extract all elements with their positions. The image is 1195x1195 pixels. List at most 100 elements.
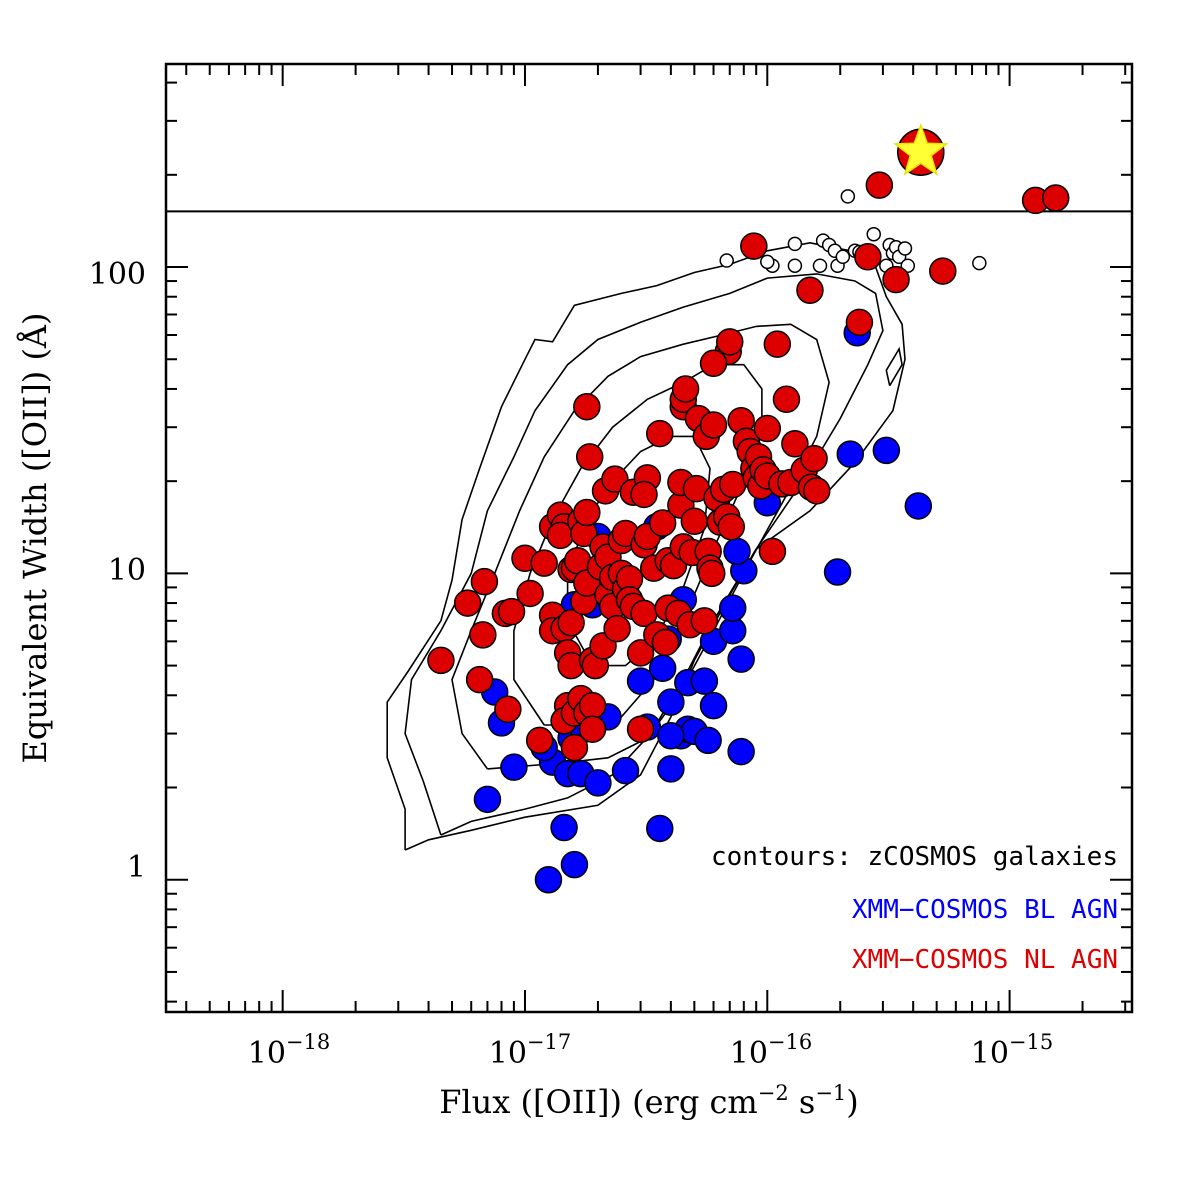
y-tick-labels: 1 10 100	[89, 257, 146, 885]
nl-agn-point	[772, 385, 801, 414]
y-tick-label: 1	[127, 850, 146, 885]
nl-agn-point	[740, 232, 768, 260]
bl-agn-point	[611, 756, 640, 785]
x-tick-label: 10−16	[730, 1030, 813, 1071]
nl-agn-point	[646, 419, 674, 448]
bl-agn-point	[872, 436, 901, 465]
x-tick-label: 10−18	[248, 1030, 331, 1071]
open-circle-point	[787, 258, 803, 273]
legend-contours: contours: zCOSMOS galaxies	[711, 842, 1118, 872]
legend-bl-agn: XMM−COSMOS BL AGN	[852, 895, 1118, 925]
nl-agn-point	[470, 567, 499, 596]
bl-agn-point	[904, 492, 933, 520]
nl-agn-point	[699, 411, 728, 439]
open-circle-point	[840, 189, 856, 204]
open-circle-point	[866, 226, 881, 242]
nl-agn-point	[699, 349, 728, 378]
star-icon	[892, 122, 949, 176]
y-tick-label: 100	[89, 257, 146, 292]
bl-agn-point	[646, 814, 674, 843]
nl-agn-point	[882, 265, 910, 294]
nl-agn-point	[575, 443, 604, 471]
nl-agn-point	[578, 715, 607, 743]
nl-agn-point	[557, 608, 585, 637]
bl-agn-point	[550, 813, 578, 842]
open-circle-point	[787, 236, 803, 252]
bl-agn-point	[836, 440, 865, 468]
bl-agn-point	[727, 737, 755, 766]
nl-agn-point	[865, 171, 894, 199]
nl-agn-point	[690, 607, 719, 635]
nl-agn-point	[530, 549, 558, 577]
open-circle-point	[760, 254, 775, 270]
nl-agn-point	[648, 509, 677, 537]
nl-agn-point	[516, 579, 544, 608]
open-circle-point	[972, 255, 987, 271]
x-tick-labels: 10−18 10−17 10−16 10−15	[248, 1030, 1054, 1071]
nl-agn-point	[716, 328, 744, 356]
bl-agn-point	[473, 785, 502, 814]
nl-agn-point	[763, 330, 792, 358]
bl-agn-point	[500, 753, 528, 781]
bl-agn-point	[626, 667, 655, 695]
bl-agn-point	[534, 865, 563, 894]
nl-agn-point	[651, 628, 680, 657]
nl-agn-point	[497, 597, 526, 626]
bl-agn-point	[657, 688, 685, 716]
x-tick-label: 10−17	[489, 1030, 572, 1071]
nl-agn-point	[800, 444, 828, 473]
y-tick-label: 10	[108, 553, 146, 588]
nl-agn-point	[465, 665, 494, 694]
x-tick-label: 10−15	[971, 1030, 1054, 1071]
nl-agn-point	[698, 559, 726, 588]
nl-agn-point	[717, 512, 745, 541]
nl-agn-point	[753, 414, 782, 443]
bl-agn-point	[657, 722, 685, 750]
bl-agn-point	[823, 558, 852, 586]
bl-agn-point	[718, 594, 747, 622]
nl-agn-point	[626, 639, 655, 667]
plot-frame	[164, 62, 1134, 1014]
nl-agn-point	[560, 733, 589, 762]
nl-agn-point	[758, 537, 787, 566]
bl-agn-point	[690, 667, 719, 695]
nl-agn-point	[854, 243, 882, 271]
bl-agn-point	[584, 769, 612, 797]
bl-agn-point	[648, 654, 677, 683]
nl-agn-point	[573, 392, 601, 421]
data-points	[427, 122, 1070, 894]
nl-agn-point	[453, 589, 482, 617]
nl-agn-point	[802, 477, 831, 505]
nl-agn-point	[781, 429, 809, 458]
nl-agn-point	[626, 715, 655, 743]
bl-agn-point	[723, 537, 751, 566]
y-axis-title: Equivalent Width ([OII]) (Å)	[16, 312, 54, 763]
axis-ticks	[166, 64, 1132, 1012]
nl-agn-point	[603, 614, 631, 643]
nl-agn-point	[494, 695, 522, 724]
legend-nl-agn: XMM−COSMOS NL AGN	[852, 945, 1118, 975]
bl-agn-point	[657, 755, 685, 783]
nl-agn-point	[796, 276, 824, 304]
nl-agn-point	[845, 308, 874, 337]
nl-agn-point	[630, 480, 658, 509]
nl-agn-point	[1041, 184, 1070, 212]
bl-agn-point	[727, 645, 755, 673]
nl-agn-point	[573, 498, 601, 527]
bl-agn-point	[560, 850, 589, 879]
legend: contours: zCOSMOS galaxies XMM−COSMOS BL…	[711, 842, 1118, 975]
nl-agn-point	[578, 691, 607, 720]
nl-agn-point	[525, 726, 554, 755]
open-circle-point	[835, 249, 851, 265]
open-circle-point	[719, 253, 734, 268]
nl-agn-point	[929, 257, 957, 285]
nl-agn-point	[671, 375, 700, 403]
nl-agn-point	[680, 507, 709, 535]
open-circle-point	[812, 258, 828, 273]
contour-line	[885, 346, 903, 387]
nl-agn-point	[718, 470, 747, 499]
open-circle-point	[897, 241, 913, 256]
nl-agn-point	[427, 646, 455, 675]
bl-agn-point	[699, 691, 728, 720]
